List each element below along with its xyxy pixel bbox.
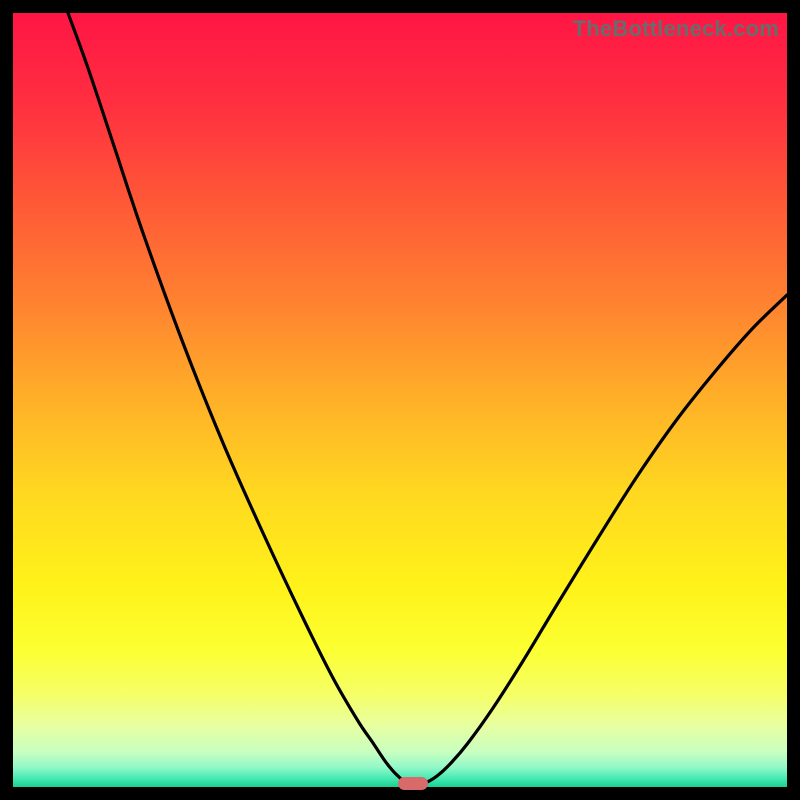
- bottleneck-curve: [13, 13, 787, 787]
- chart-frame: TheBottleneck.com: [0, 0, 800, 800]
- watermark-text: TheBottleneck.com: [573, 16, 779, 42]
- optimal-marker: [398, 777, 428, 790]
- plot-area: TheBottleneck.com: [13, 13, 787, 787]
